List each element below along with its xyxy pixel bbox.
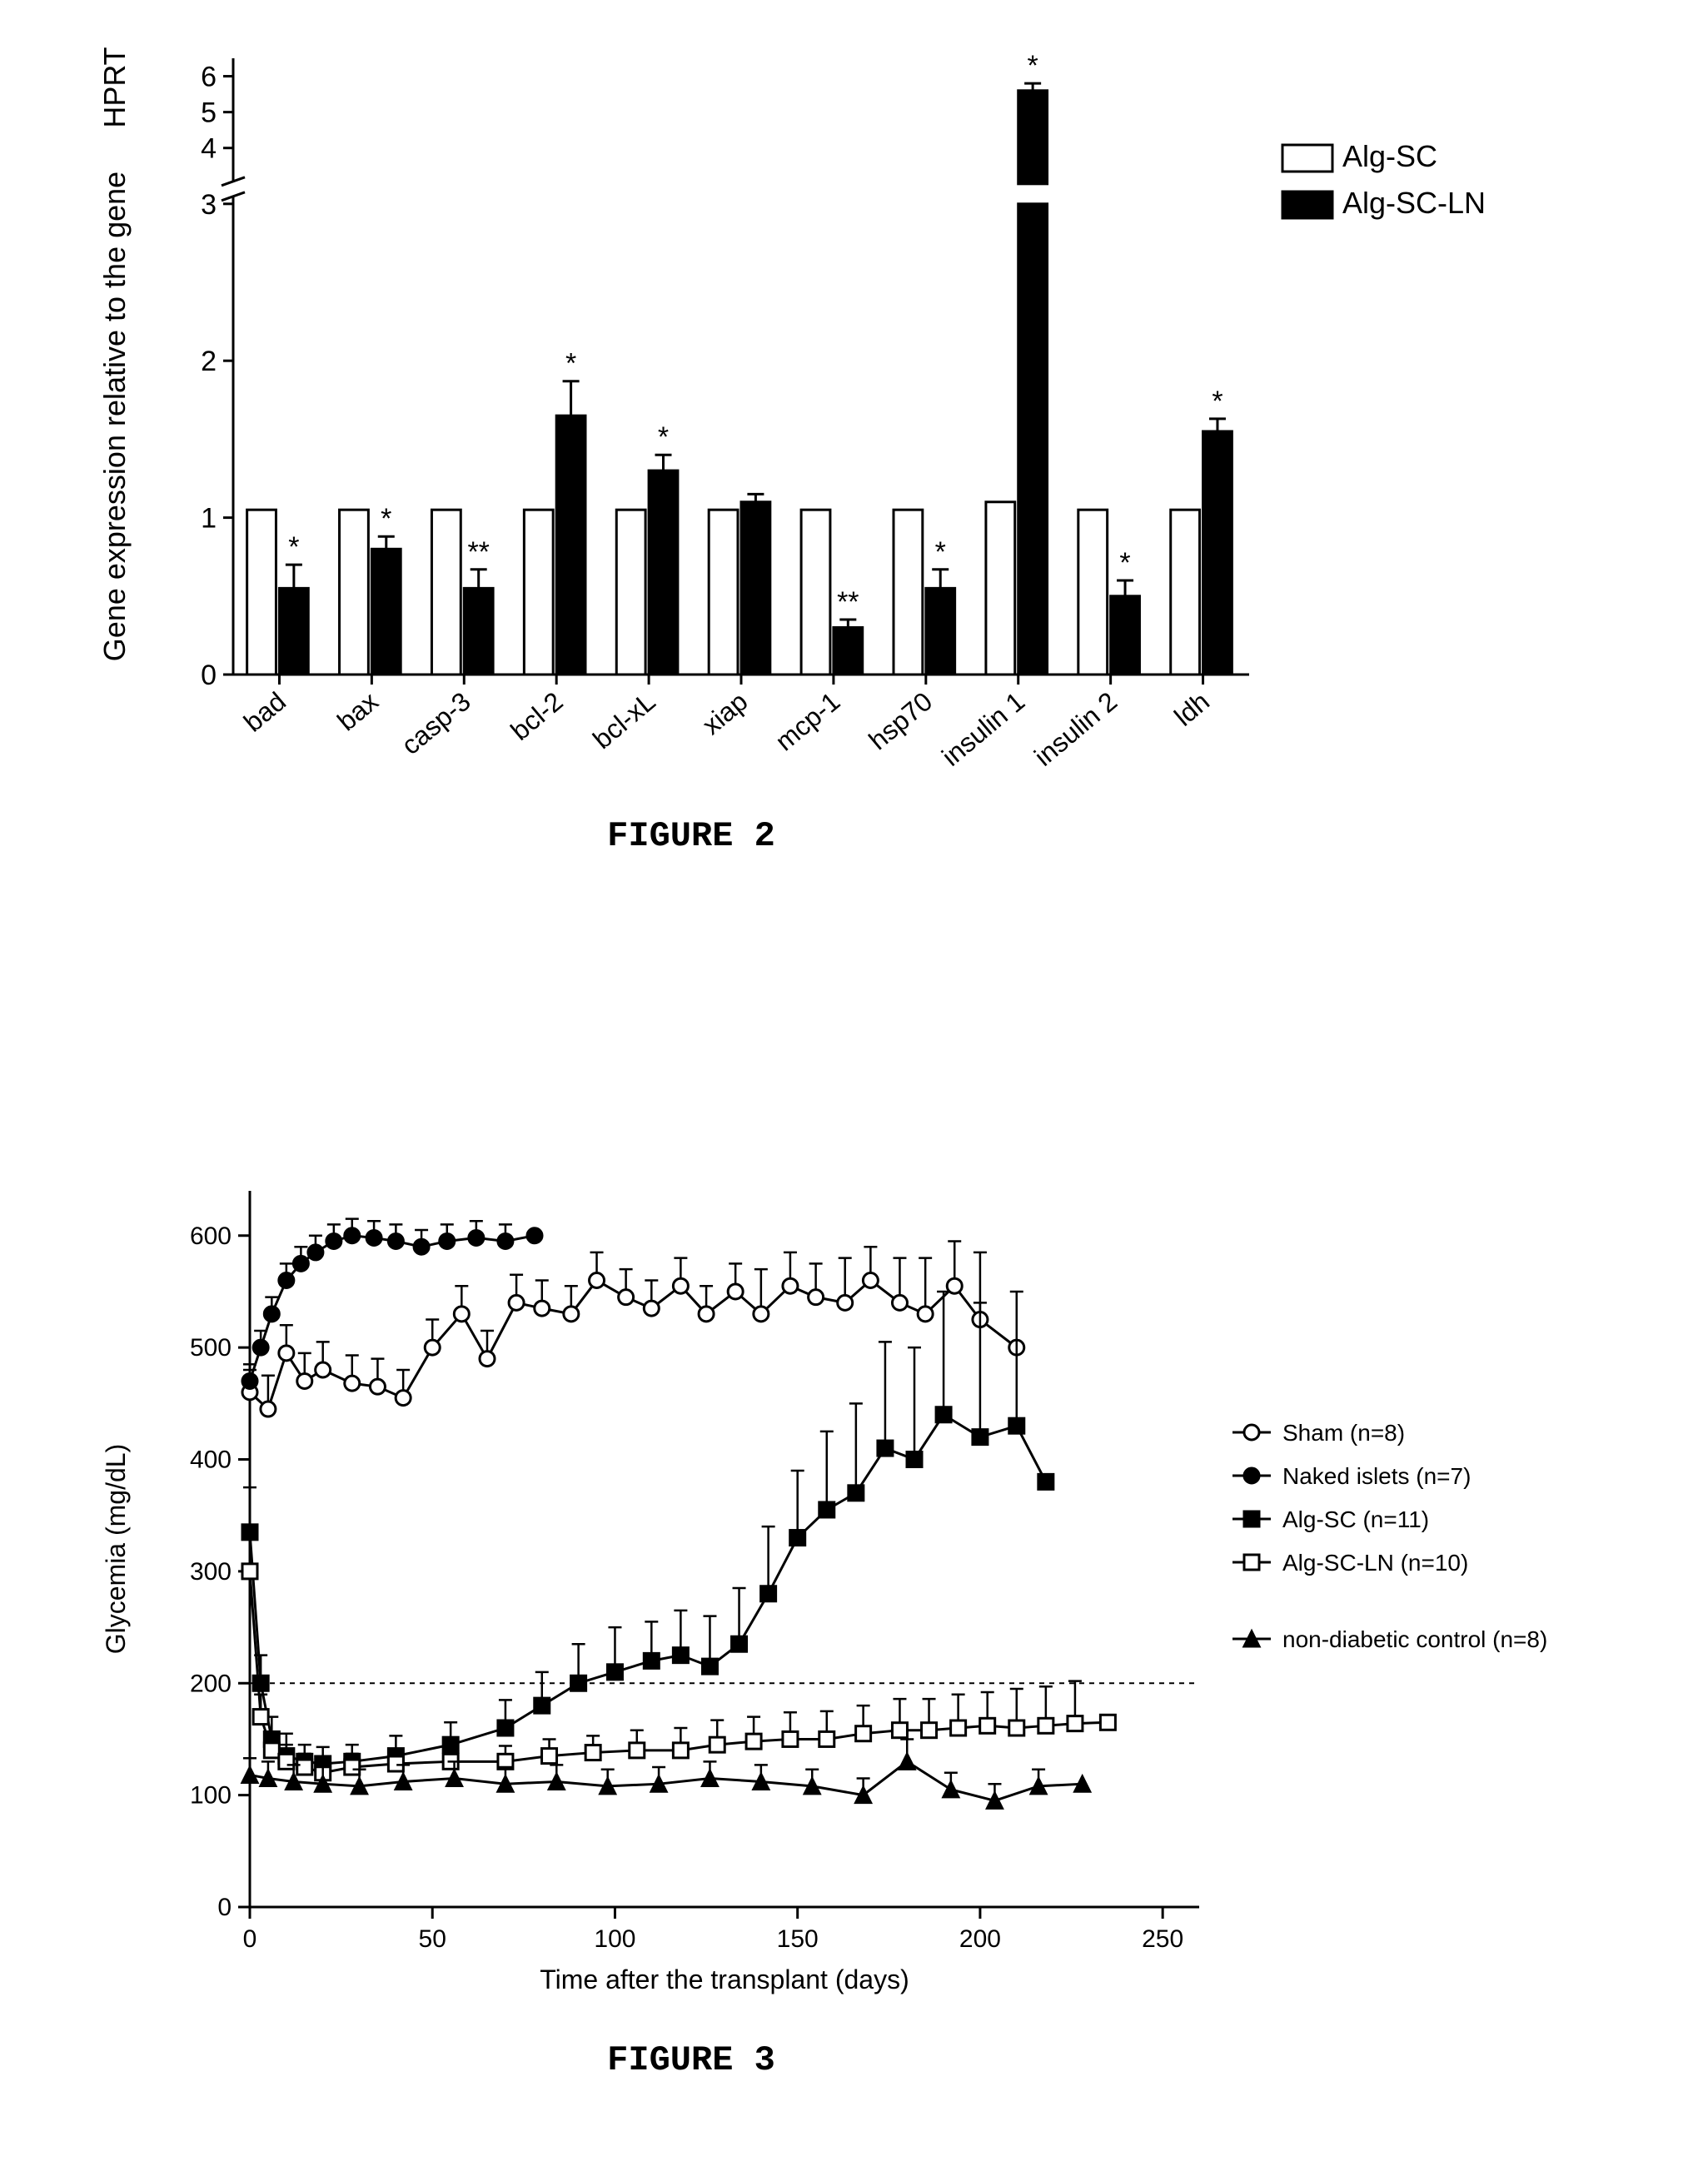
svg-text:*: * — [1119, 547, 1130, 579]
svg-text:500: 500 — [190, 1334, 232, 1362]
svg-text:xiap: xiap — [696, 686, 753, 740]
svg-text:*: * — [288, 531, 299, 563]
figure-2-caption: FIGURE 2 — [333, 816, 1049, 856]
svg-text:bcl-2: bcl-2 — [505, 686, 568, 746]
svg-text:**: ** — [837, 586, 859, 618]
svg-text:casp-3: casp-3 — [396, 686, 476, 760]
figure-2-chart: 0 1 2 3 4 5 6 Gene expression relative to the g… — [67, 33, 1624, 791]
svg-text:Alg-SC (n=11): Alg-SC (n=11) — [1282, 1506, 1429, 1532]
svg-text:0: 0 — [201, 660, 217, 691]
svg-text:250: 250 — [1142, 1925, 1183, 1953]
svg-text:ldh: ldh — [1168, 686, 1215, 732]
svg-text:bcl-xL: bcl-xL — [587, 686, 661, 754]
svg-text:Alg-SC: Alg-SC — [1342, 139, 1437, 173]
svg-text:non-diabetic control (n=8): non-diabetic control (n=8) — [1282, 1626, 1547, 1652]
svg-text:5: 5 — [201, 97, 217, 129]
figure-3-chart: 0 50 100 150 200 250 0 100 200 300 400 500 600 Time a… — [67, 1158, 1624, 2015]
svg-text:*: * — [1212, 386, 1222, 417]
svg-text:bax: bax — [331, 686, 384, 737]
svg-text:*: * — [1028, 50, 1038, 82]
svg-text:HPRT: HPRT — [97, 47, 132, 127]
svg-text:insulin 1: insulin 1 — [936, 686, 1030, 772]
svg-text:bad: bad — [238, 686, 291, 738]
svg-text:200: 200 — [959, 1925, 1001, 1953]
svg-text:300: 300 — [190, 1558, 232, 1586]
svg-text:Time after the transplant (da: Time after the transplant (days) — [540, 1964, 909, 1994]
svg-text:3: 3 — [201, 189, 217, 221]
figure-2-container: 0 1 2 3 4 5 6 Gene expression relative to the g… — [67, 33, 1624, 856]
figure-3-caption: FIGURE 3 — [333, 2040, 1049, 2080]
svg-text:Sham (n=8): Sham (n=8) — [1282, 1420, 1405, 1446]
svg-text:mcp-1: mcp-1 — [769, 686, 845, 757]
svg-text:150: 150 — [777, 1925, 819, 1953]
svg-text:0: 0 — [243, 1925, 257, 1953]
figure-3-container: 0 50 100 150 200 250 0 100 200 300 400 500 600 Time a… — [67, 1158, 1624, 2080]
svg-text:0: 0 — [217, 1894, 232, 1921]
svg-text:50: 50 — [419, 1925, 446, 1953]
svg-text:insulin 2: insulin 2 — [1028, 686, 1123, 772]
svg-text:100: 100 — [594, 1925, 635, 1953]
svg-text:hsp70: hsp70 — [863, 686, 938, 756]
svg-text:4: 4 — [201, 133, 217, 165]
svg-text:*: * — [658, 421, 669, 453]
svg-text:600: 600 — [190, 1222, 232, 1250]
svg-text:Gene expression relative to th: Gene expression relative to the gene — [97, 172, 132, 661]
svg-text:Alg-SC-LN (n=10): Alg-SC-LN (n=10) — [1282, 1550, 1468, 1576]
svg-text:*: * — [935, 536, 946, 568]
svg-text:1: 1 — [201, 503, 217, 535]
svg-text:*: * — [565, 348, 576, 380]
svg-text:Alg-SC-LN: Alg-SC-LN — [1342, 186, 1486, 220]
svg-text:6: 6 — [201, 62, 217, 93]
svg-text:**: ** — [467, 536, 489, 568]
svg-text:400: 400 — [190, 1447, 232, 1474]
svg-text:*: * — [381, 503, 391, 535]
svg-text:200: 200 — [190, 1670, 232, 1697]
svg-text:Naked islets (n=7): Naked islets (n=7) — [1282, 1463, 1471, 1489]
svg-text:2: 2 — [201, 346, 217, 377]
svg-text:Glycemia (mg/dL): Glycemia (mg/dL) — [101, 1444, 131, 1655]
svg-text:100: 100 — [190, 1782, 232, 1810]
